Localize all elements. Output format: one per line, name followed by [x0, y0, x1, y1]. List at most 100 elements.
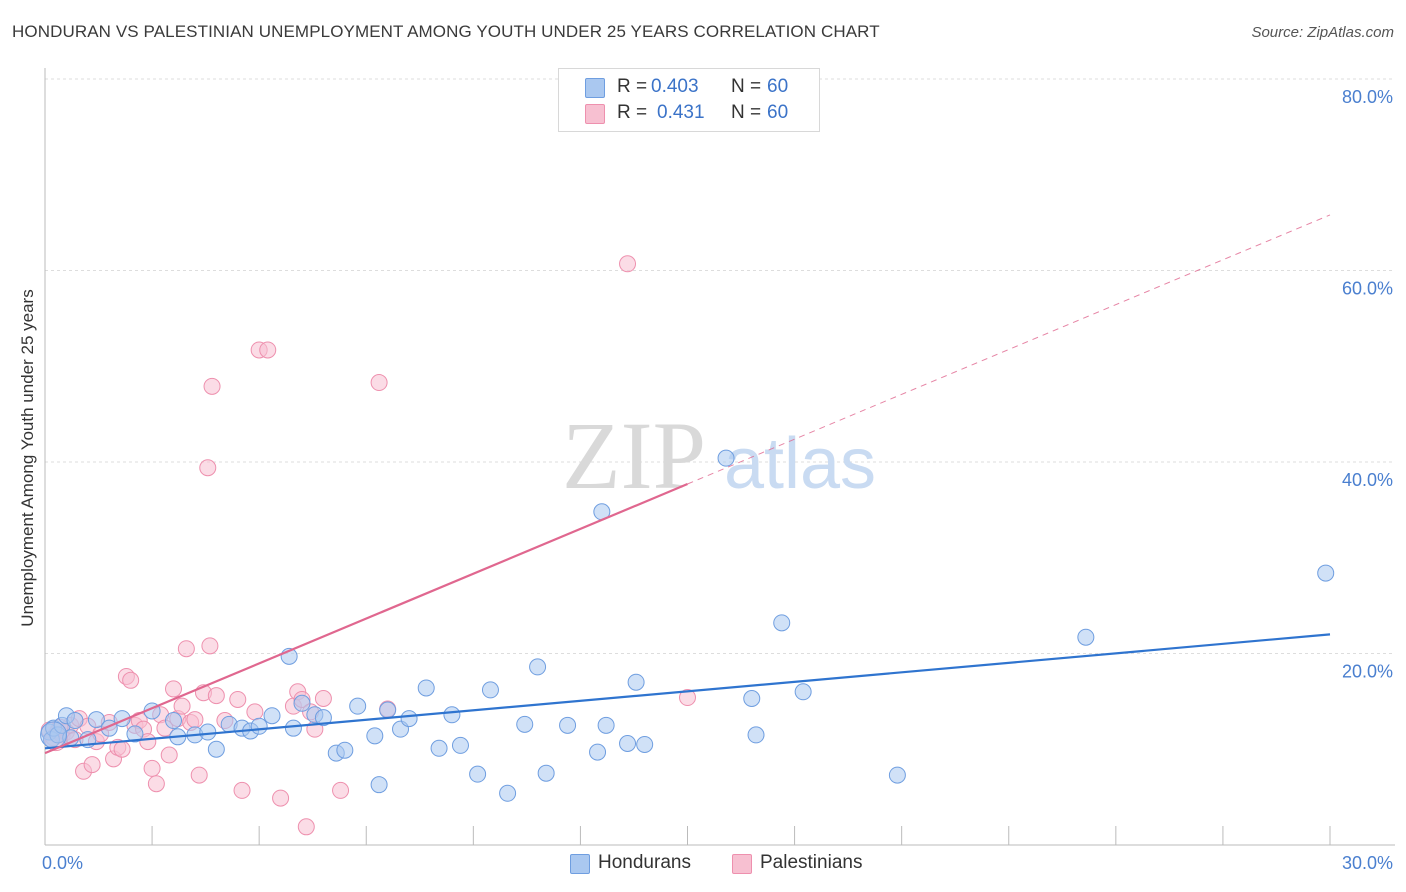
honduran-point	[349, 697, 367, 715]
honduran-point	[293, 694, 311, 712]
palestinian-point	[143, 759, 161, 777]
honduran-point	[400, 710, 418, 728]
palestinian-point	[122, 671, 140, 689]
watermark: ZIP atlas	[562, 402, 876, 509]
r-value-hondurans: 0.403	[651, 76, 699, 97]
honduran-point	[66, 712, 84, 730]
honduran-point	[597, 716, 615, 734]
y-axis-label: Unemployment Among Youth under 25 years	[18, 289, 37, 627]
x-tick-label: 30.0%	[1342, 853, 1393, 873]
honduran-point	[336, 741, 354, 759]
honduran-point	[443, 706, 461, 724]
palestinian-point	[139, 733, 157, 751]
honduran-point	[250, 717, 268, 735]
honduran-point	[165, 712, 182, 730]
honduran-point	[627, 673, 645, 691]
palestinian-point	[272, 789, 290, 807]
honduran-point	[559, 716, 577, 734]
honduran-point	[451, 736, 469, 754]
honduran-point	[199, 723, 217, 741]
hondurans-swatch	[570, 854, 590, 874]
palestinian-point	[332, 781, 350, 799]
honduran-point	[87, 711, 105, 729]
palestinian-point	[203, 377, 221, 395]
palestinian-point	[297, 818, 315, 836]
honduran-point	[1077, 628, 1095, 646]
grid-layer	[45, 78, 1395, 654]
palestinian-point	[259, 341, 277, 359]
x-tick-label: 0.0%	[42, 853, 83, 873]
watermark-zip: ZIP	[562, 402, 706, 509]
palestinian-point	[207, 687, 225, 705]
palestinian-point	[160, 746, 178, 764]
n-value-hondurans: 60	[767, 76, 789, 97]
honduran-point	[469, 765, 487, 783]
honduran-point	[516, 715, 534, 733]
palestinians-trend-extension	[687, 214, 1331, 485]
y-tick-label: 80.0%	[1342, 87, 1393, 107]
palestinian-point	[83, 756, 101, 774]
honduran-point	[888, 766, 906, 784]
honduran-point	[263, 707, 281, 725]
palestinian-point	[186, 711, 204, 729]
palestinian-point	[201, 637, 219, 655]
palestinian-point	[173, 697, 191, 715]
watermark-atlas: atlas	[724, 424, 876, 504]
honduran-point	[370, 776, 388, 794]
honduran-point	[619, 735, 637, 753]
palestinian-point	[177, 640, 195, 658]
honduran-point	[499, 784, 517, 802]
palestinian-point	[147, 775, 165, 793]
honduran-point	[40, 721, 68, 749]
palestinians-swatch	[732, 854, 752, 874]
palestinian-point	[199, 459, 217, 477]
honduran-point	[417, 679, 435, 697]
y-tick-label: 40.0%	[1342, 470, 1393, 490]
y-tick-label: 60.0%	[1342, 279, 1393, 299]
honduran-point	[717, 449, 735, 467]
palestinian-point	[165, 680, 182, 698]
honduran-point	[743, 690, 761, 708]
y-tick-label: 20.0%	[1342, 662, 1393, 682]
honduran-point	[537, 764, 555, 782]
hondurans-swatch	[585, 78, 605, 98]
palestinian-point	[314, 690, 332, 708]
legend-label-palestinians: Palestinians	[760, 852, 863, 873]
palestinian-point	[113, 740, 131, 758]
palestinian-point	[619, 255, 637, 273]
hondurans-trend-line	[44, 633, 1331, 750]
n-label: N =	[731, 76, 762, 97]
n-label: N =	[731, 102, 762, 123]
honduran-point	[1317, 564, 1335, 582]
palestinians-swatch	[585, 104, 605, 124]
honduran-point	[126, 725, 144, 743]
honduran-point	[747, 726, 765, 744]
honduran-point	[314, 709, 332, 727]
honduran-point	[207, 740, 225, 758]
honduran-point	[636, 735, 654, 753]
chart-title: HONDURAN VS PALESTINIAN UNEMPLOYMENT AMO…	[12, 22, 880, 41]
n-value-palestinians: 60	[767, 102, 789, 123]
honduran-point	[794, 683, 812, 701]
source-credit: Source: ZipAtlas.com	[1251, 24, 1394, 41]
axis-layer	[44, 68, 1395, 846]
honduran-point	[481, 681, 499, 699]
palestinian-point	[229, 690, 247, 708]
palestinian-point	[233, 781, 251, 799]
honduran-point	[430, 739, 448, 757]
palestinian-point	[246, 703, 264, 721]
correlation-legend: R = 0.403 N = 60 R = 0.431 N = 60	[558, 68, 820, 132]
honduran-point	[589, 743, 607, 761]
honduran-point	[773, 614, 791, 632]
legend-label-hondurans: Hondurans	[598, 852, 691, 873]
trend-lines	[44, 214, 1331, 755]
palestinians-trend-line	[44, 483, 688, 755]
r-value-palestinians: 0.431	[657, 102, 705, 123]
honduran-point	[379, 701, 397, 719]
r-label: R =	[617, 76, 648, 97]
honduran-point	[284, 719, 302, 737]
r-label: R =	[617, 102, 648, 123]
honduran-point	[366, 727, 384, 745]
palestinian-point	[679, 689, 696, 707]
